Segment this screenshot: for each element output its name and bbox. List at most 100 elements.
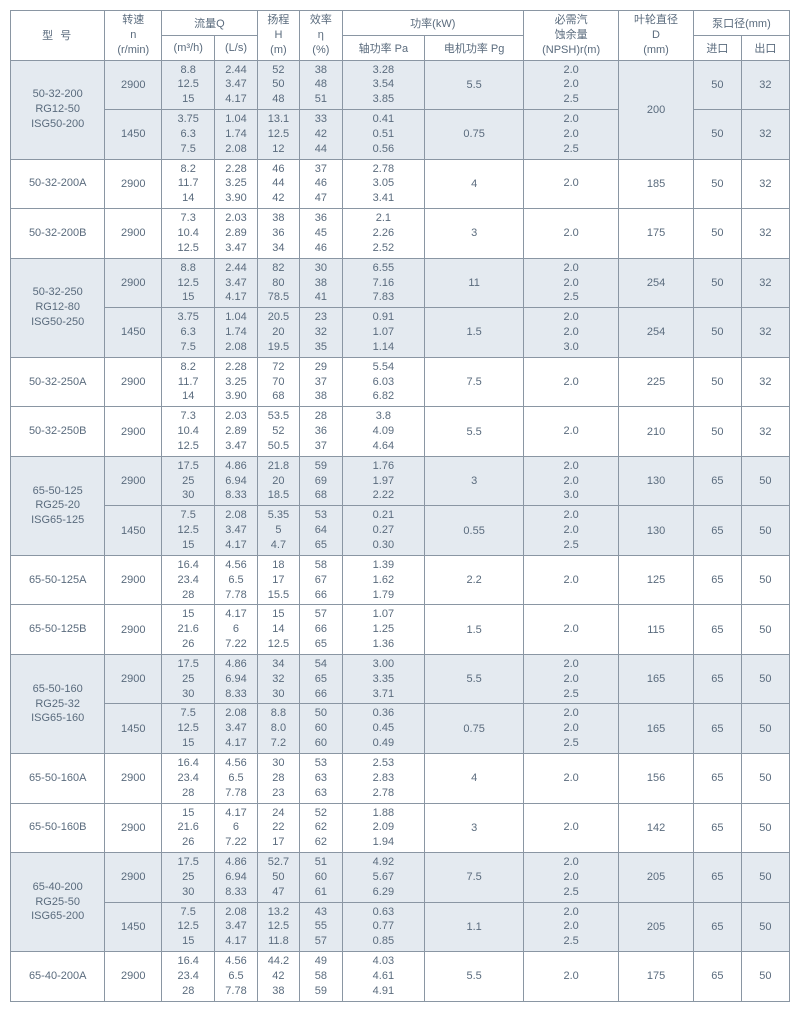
cell-model: 65-50-160A [11, 753, 105, 803]
cell-head: 38 36 34 [257, 209, 299, 259]
cell-port-in: 50 [693, 110, 741, 160]
cell-npsh: 2.0 2.0 2.5 [524, 506, 619, 556]
cell-m3h: 16.4 23.4 28 [162, 555, 215, 605]
cell-imp-d: 175 [619, 952, 694, 1002]
cell-npsh: 2.0 2.0 2.5 [524, 60, 619, 110]
cell-model: 50-32-200B [11, 209, 105, 259]
cell-port-in: 65 [693, 605, 741, 655]
cell-pg: 7.5 [425, 357, 524, 407]
cell-npsh: 2.0 [524, 952, 619, 1002]
cell-port-out: 32 [741, 407, 789, 457]
cell-eff: 53 64 65 [300, 506, 342, 556]
cell-speed: 2900 [105, 803, 162, 853]
cell-ls: 4.86 6.94 8.33 [215, 654, 257, 704]
table-row: 65-50-160A290016.4 23.4 284.56 6.5 7.783… [11, 753, 790, 803]
cell-pg: 0.55 [425, 506, 524, 556]
cell-eff: 37 46 47 [300, 159, 342, 209]
col-port-out: 出口 [741, 35, 789, 60]
cell-port-out: 50 [741, 456, 789, 506]
cell-npsh: 2.0 2.0 2.5 [524, 654, 619, 704]
cell-port-in: 65 [693, 555, 741, 605]
cell-ls: 4.56 6.5 7.78 [215, 555, 257, 605]
table-row: 65-50-125B290015 21.6 264.17 6 7.2215 14… [11, 605, 790, 655]
col-power-group: 功率(kW) [342, 11, 523, 36]
col-imp-d: 叶轮直径 D (mm) [619, 11, 694, 61]
col-power-motor: 电机功率 Pg [425, 35, 524, 60]
cell-eff: 43 55 57 [300, 902, 342, 952]
cell-npsh: 2.0 2.0 2.5 [524, 258, 619, 308]
cell-pg: 5.5 [425, 952, 524, 1002]
cell-speed: 2900 [105, 753, 162, 803]
cell-ls: 2.08 3.47 4.17 [215, 902, 257, 952]
cell-port-out: 50 [741, 506, 789, 556]
cell-speed: 2900 [105, 605, 162, 655]
table-header: 型 号 转速 n (r/min) 流量Q 扬程 H (m) 效率 η (%) 功… [11, 11, 790, 61]
col-port-in: 进口 [693, 35, 741, 60]
cell-npsh: 2.0 2.0 2.5 [524, 110, 619, 160]
cell-port-in: 65 [693, 704, 741, 754]
cell-pa: 2.53 2.83 2.78 [342, 753, 425, 803]
table-row: 14507.5 12.5 152.08 3.47 4.175.35 5 4.75… [11, 506, 790, 556]
cell-eff: 23 32 35 [300, 308, 342, 358]
cell-model: 50-32-250 RG12-80 ISG50-250 [11, 258, 105, 357]
cell-imp-d: 142 [619, 803, 694, 853]
cell-pg: 7.5 [425, 853, 524, 903]
cell-model: 65-40-200 RG25-50 ISG65-200 [11, 853, 105, 952]
cell-ls: 1.04 1.74 2.08 [215, 308, 257, 358]
cell-imp-d: 115 [619, 605, 694, 655]
cell-imp-d: 130 [619, 456, 694, 506]
cell-eff: 30 38 41 [300, 258, 342, 308]
cell-npsh: 2.0 2.0 2.5 [524, 902, 619, 952]
cell-model: 65-40-200A [11, 952, 105, 1002]
cell-port-in: 50 [693, 357, 741, 407]
cell-port-out: 32 [741, 308, 789, 358]
cell-port-out: 50 [741, 753, 789, 803]
cell-port-out: 50 [741, 853, 789, 903]
cell-speed: 2900 [105, 258, 162, 308]
cell-pg: 1.5 [425, 605, 524, 655]
cell-imp-d: 165 [619, 704, 694, 754]
cell-head: 82 80 78.5 [257, 258, 299, 308]
cell-port-out: 50 [741, 902, 789, 952]
cell-m3h: 15 21.6 26 [162, 605, 215, 655]
cell-speed: 2900 [105, 159, 162, 209]
cell-m3h: 8.2 11.7 14 [162, 159, 215, 209]
cell-ls: 2.28 3.25 3.90 [215, 159, 257, 209]
table-row: 14507.5 12.5 152.08 3.47 4.1713.2 12.5 1… [11, 902, 790, 952]
cell-pg: 4 [425, 753, 524, 803]
cell-port-in: 65 [693, 654, 741, 704]
cell-pg: 5.5 [425, 407, 524, 457]
cell-speed: 2900 [105, 555, 162, 605]
cell-ls: 2.03 2.89 3.47 [215, 407, 257, 457]
cell-port-in: 50 [693, 159, 741, 209]
cell-pa: 3.28 3.54 3.85 [342, 60, 425, 110]
table-row: 50-32-250B29007.3 10.4 12.52.03 2.89 3.4… [11, 407, 790, 457]
cell-pg: 0.75 [425, 110, 524, 160]
table-row: 65-40-200A290016.4 23.4 284.56 6.5 7.784… [11, 952, 790, 1002]
cell-port-in: 50 [693, 209, 741, 259]
cell-head: 72 70 68 [257, 357, 299, 407]
cell-ls: 2.08 3.47 4.17 [215, 704, 257, 754]
cell-port-in: 65 [693, 902, 741, 952]
col-speed: 转速 n (r/min) [105, 11, 162, 61]
cell-eff: 36 45 46 [300, 209, 342, 259]
cell-pg: 4 [425, 159, 524, 209]
cell-port-in: 50 [693, 60, 741, 110]
cell-speed: 2900 [105, 60, 162, 110]
cell-speed: 2900 [105, 853, 162, 903]
cell-speed: 1450 [105, 308, 162, 358]
cell-npsh: 2.0 2.0 3.0 [524, 308, 619, 358]
cell-speed: 2900 [105, 456, 162, 506]
col-eff: 效率 η (%) [300, 11, 342, 61]
cell-eff: 28 36 37 [300, 407, 342, 457]
cell-npsh: 2.0 [524, 357, 619, 407]
cell-imp-d: 225 [619, 357, 694, 407]
cell-pa: 1.88 2.09 1.94 [342, 803, 425, 853]
cell-head: 52.7 50 47 [257, 853, 299, 903]
cell-pg: 5.5 [425, 654, 524, 704]
cell-eff: 53 63 63 [300, 753, 342, 803]
cell-npsh: 2.0 2.0 2.5 [524, 704, 619, 754]
cell-ls: 4.56 6.5 7.78 [215, 753, 257, 803]
cell-head: 30 28 23 [257, 753, 299, 803]
cell-port-out: 50 [741, 952, 789, 1002]
